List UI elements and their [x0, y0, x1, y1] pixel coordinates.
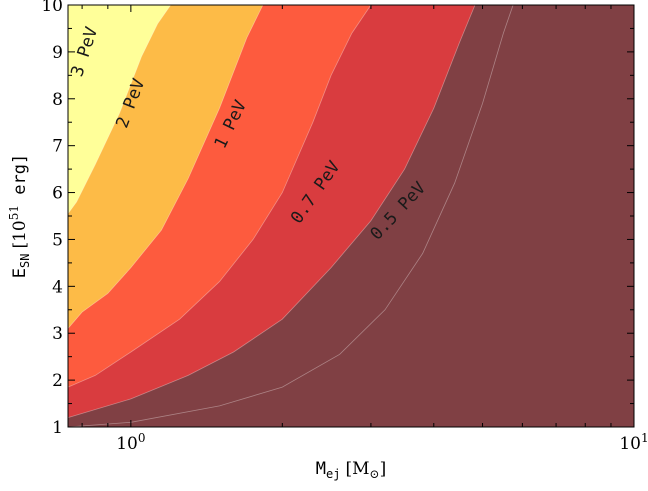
contour-line	[67, 4, 372, 388]
x-axis-title-unit-sub: ⊙	[370, 467, 380, 481]
x-axis-title: Mej [M⊙]	[316, 459, 386, 481]
x-tick-label: 101	[619, 431, 648, 454]
y-axis-title-sub: SN	[18, 254, 32, 268]
y-axis-title-base: E	[10, 268, 30, 278]
contour-line	[67, 4, 264, 329]
x-axis-title-unit: [M	[345, 459, 369, 479]
region-0-5-pev	[68, 5, 634, 427]
y-tick-label: 1	[52, 418, 63, 438]
contour-line	[67, 4, 514, 428]
y-tick-label: 4	[52, 277, 63, 297]
x-axis-title-base: M	[316, 459, 326, 479]
contour-line	[67, 4, 476, 418]
regions-layer	[67, 4, 634, 428]
ticks-layer: 1 2 3 4 5 6 7 8 9 10 100 101	[41, 0, 648, 454]
y-tick-label: 8	[52, 90, 63, 110]
x-axis-title-unit-close: ]	[380, 459, 387, 479]
x-tick-label: 100	[116, 431, 145, 454]
y-tick-label: 5	[52, 230, 63, 250]
y-tick-label: 3	[52, 324, 63, 344]
x-axis-title-sub: ej	[326, 467, 340, 481]
y-axis-title-unit-pre: [10	[10, 220, 30, 248]
y-tick-label: 2	[52, 371, 63, 391]
y-axis-title-unit-post: erg]	[10, 154, 30, 205]
y-tick-label: 10	[41, 0, 63, 16]
y-tick-label: 7	[52, 137, 63, 157]
y-axis-title-unit-sup: 51	[7, 205, 21, 220]
y-tick-label: 6	[52, 184, 63, 204]
y-tick-label: 9	[52, 43, 63, 63]
y-axis-title: ESN [1051 erg]	[7, 154, 32, 278]
contour-line	[67, 4, 172, 214]
